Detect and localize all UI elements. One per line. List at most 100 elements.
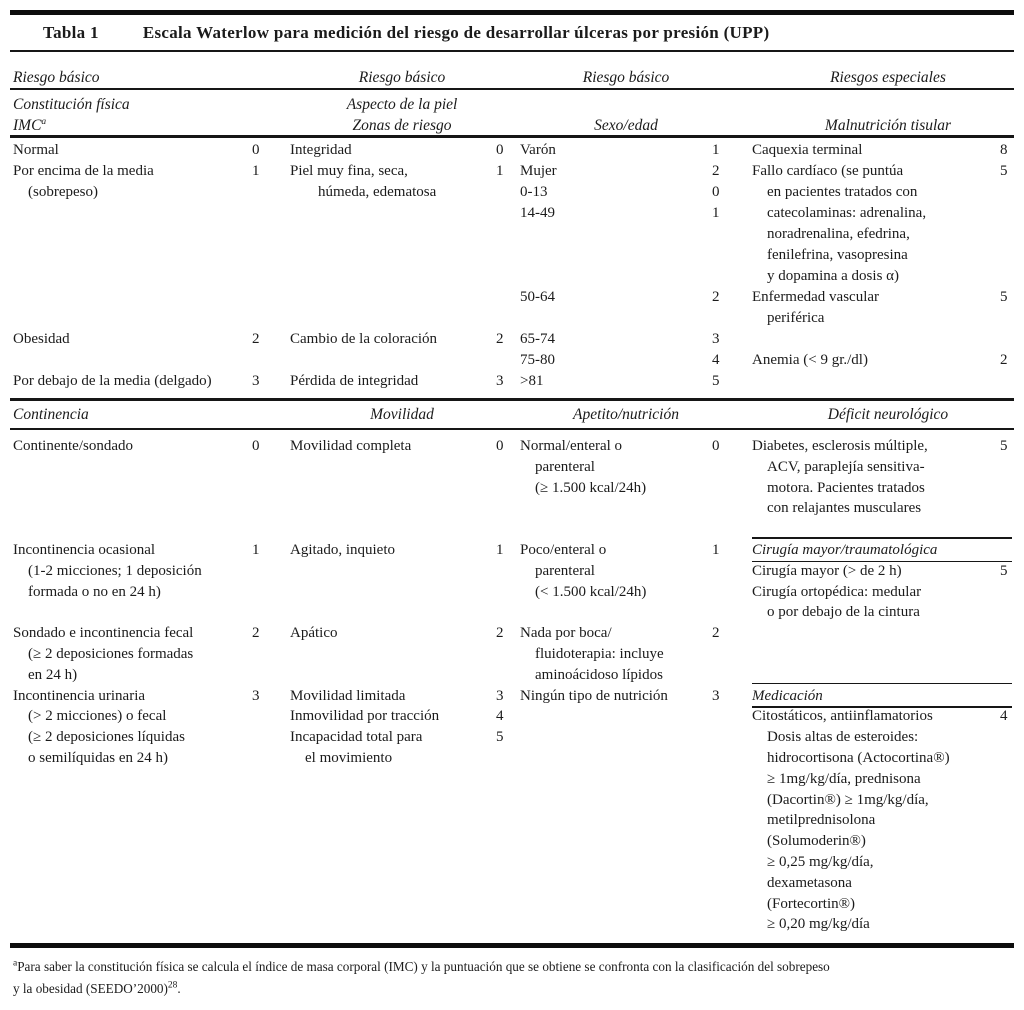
section2-column-1: Continente/sondado 0 Incontinencia ocasion…	[13, 436, 263, 936]
subsection-rule	[752, 560, 1012, 563]
row-label: Diabetes, esclerosis múltiple,	[752, 438, 928, 454]
row-score: 1	[496, 542, 504, 558]
table-row-line: Poco/enteral o 1	[520, 540, 726, 561]
row-label: (≥ 2 deposiciones formadas	[28, 646, 194, 662]
table-row-line: (1-2 micciones; 1 deposición	[13, 561, 263, 582]
row-label: 75-80	[520, 352, 555, 368]
group-header-riesgo-basico-2: Riesgo básico	[358, 69, 446, 86]
table-row-line: (Fortecortin®)	[752, 894, 1012, 915]
row-score: 1	[252, 542, 260, 558]
row-label: dexametasona	[767, 874, 852, 891]
row-label: (Fortecortin®)	[767, 895, 856, 912]
table-row-line: húmeda, edematosa	[290, 182, 505, 203]
table-row-line: Integridad 0	[290, 140, 505, 161]
row-label: Ningún tipo de nutrición	[520, 687, 668, 704]
row-score: 2	[1000, 352, 1008, 368]
group-header-apetito-nutricion: Apetito/nutrición	[573, 406, 679, 423]
row-score: 5	[1000, 289, 1008, 305]
row-label: ≥ 0,25 mg/kg/día,	[767, 854, 874, 870]
row-label: Incontinencia urinaria	[13, 687, 146, 704]
sub-header-constitucion-fisica: Constitución física	[13, 96, 130, 113]
row-score: 0	[252, 438, 260, 454]
table-row-line: ≥ 0,20 mg/kg/día	[752, 914, 1012, 935]
row-label: (≥ 2 deposiciones líquidas	[28, 729, 185, 746]
table-row-line: Cambio de la coloración 2	[290, 329, 505, 350]
table-row-line: Cirugía mayor/traumatológica	[752, 540, 1012, 561]
table-row-line: 14-49 1	[520, 203, 726, 224]
subsection-rule	[752, 682, 1012, 685]
row-label: Piel muy fina, seca,	[290, 163, 408, 179]
row-score: 1	[712, 142, 720, 158]
section1-column-3: Varón 1 Mujer 2 0-13 0 14-49 1 50-64 2 65-74 3 75-80…	[520, 140, 726, 392]
group-header-movilidad: Movilidad	[370, 406, 434, 423]
group-header-deficit-neurologico: Déficit neurológico	[827, 406, 949, 423]
imc-footnote-marker: a	[41, 116, 47, 127]
row-label: 0-13	[520, 184, 548, 200]
sub-header-imc-text: IMC	[13, 117, 42, 134]
row-label: catecolaminas: adrenalina,	[767, 205, 927, 221]
row-score: 2	[496, 625, 504, 642]
row-label: Normal/enteral o	[520, 438, 623, 454]
group-header-riesgo-basico-1: Riesgo básico	[13, 69, 100, 86]
row-label: aminoácidoso lípidos	[535, 666, 663, 683]
table-row-line: Enfermedad vascular 5	[752, 287, 1012, 308]
row-label: Movilidad limitada	[290, 687, 406, 704]
row-label: en 24 h)	[28, 666, 78, 683]
row-label: Apático	[290, 625, 338, 642]
row-label: fluidoterapia: incluye	[535, 646, 664, 662]
row-label: Enfermedad vascular	[752, 289, 880, 305]
table-row-line: Ningún tipo de nutrición 3	[520, 686, 726, 707]
row-score: 0	[712, 438, 720, 454]
row-label: o por debajo de la cintura	[767, 604, 920, 621]
table-row-line: Mujer 2	[520, 161, 726, 182]
row-label: parenteral	[535, 562, 595, 579]
table-row-line: Piel muy fina, seca, 1	[290, 161, 505, 182]
table-row-line: Inmovilidad por tracción 4	[290, 706, 505, 727]
section1-body: Normal 0 Por encima de la media 1 (sobrepeso…	[0, 140, 1024, 392]
table-row-line: noradrenalina, efedrina,	[752, 224, 1012, 245]
table-row-line: Agitado, inquieto 1	[290, 540, 505, 561]
footnote-marker: a	[13, 958, 18, 969]
table-row-line: Caquexia terminal 8	[752, 140, 1012, 161]
row-score: 5	[1000, 163, 1008, 179]
table-row-line: Incapacidad total para 5	[290, 727, 505, 748]
footnote-line-2: y la obesidad (SEEDO’2000)28.	[13, 978, 1011, 1000]
subsection-rule	[752, 537, 1012, 539]
table-row-line: (Dacortin®) ≥ 1mg/kg/día,	[752, 790, 1012, 811]
row-label: en pacientes tratados con	[767, 184, 918, 200]
table-row-line: motora. Pacientes tratados	[752, 478, 1012, 499]
row-label: periférica	[767, 310, 825, 326]
row-label: Normal	[13, 142, 59, 158]
row-label: ≥ 0,20 mg/kg/día	[767, 916, 870, 933]
table-row-line: Citostáticos, antiinflamatorios 4	[752, 706, 1012, 727]
row-label: 65-74	[520, 331, 555, 347]
row-score: 2	[252, 331, 260, 347]
row-score: 2	[712, 289, 720, 305]
table-row-line: aminoácidoso lípidos	[520, 665, 726, 686]
row-label: 50-64	[520, 289, 555, 305]
top-border-rule	[10, 10, 1014, 15]
table-row-line: Sondado e incontinencia fecal 2	[13, 623, 263, 644]
group-header-continencia: Continencia	[13, 406, 89, 423]
table-row-line: formada o no en 24 h)	[13, 582, 263, 603]
table-row-line: 50-64 2	[520, 287, 726, 308]
footnote-text-2: y la obesidad (SEEDO’2000)	[13, 980, 168, 996]
footnote-line-1: aPara saber la constitución física se ca…	[13, 956, 1011, 978]
subsection-header-label: Medicación	[752, 687, 823, 704]
row-label: con relajantes musculares	[767, 500, 922, 517]
table-row-line: Anemia (< 9 gr./dl) 2	[752, 350, 1012, 371]
row-score: 3	[252, 687, 260, 704]
table-row-line: en pacientes tratados con	[752, 182, 1012, 203]
row-label: Anemia (< 9 gr./dl)	[752, 352, 868, 368]
row-label: Incapacidad total para	[290, 729, 423, 746]
footnote-text-end: .	[177, 980, 181, 996]
row-score: 2	[496, 331, 504, 347]
group-header-riesgos-especiales: Riesgos especiales	[830, 69, 946, 86]
table-row-line: Pérdida de integridad 3	[290, 371, 505, 392]
table-row-line: Dosis altas de esteroides:	[752, 727, 1012, 748]
table-row-line: Nada por boca/2	[520, 623, 726, 644]
row-score: 0	[496, 438, 504, 454]
subsection-rule	[752, 706, 1012, 708]
section1-column-1: Normal 0 Por encima de la media 1 (sobrepeso…	[13, 140, 263, 392]
